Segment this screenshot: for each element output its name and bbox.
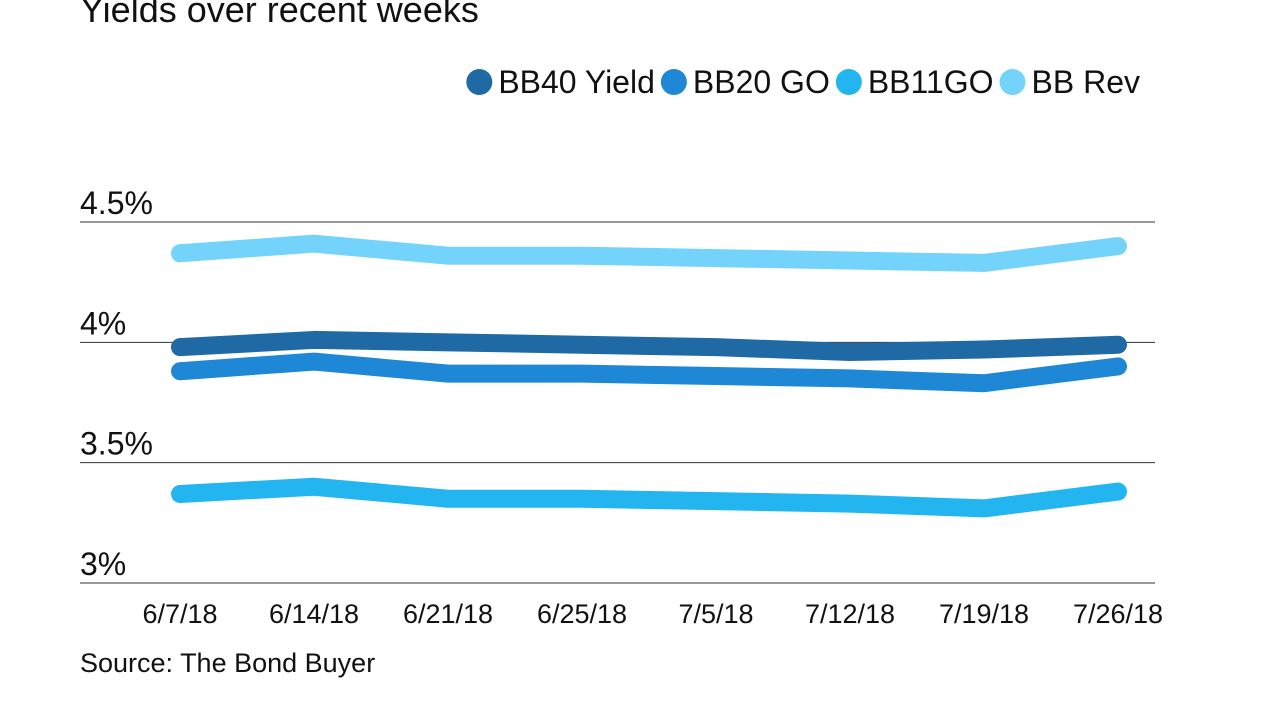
- legend-item: BB Rev: [999, 64, 1140, 100]
- source-note: Source: The Bond Buyer: [80, 648, 375, 678]
- series-line: [171, 352, 1127, 393]
- y-tick-label: 3.5%: [80, 426, 153, 462]
- x-tick-label: 6/7/18: [142, 599, 217, 629]
- x-tick-label: 6/25/18: [537, 599, 627, 629]
- legend-label: BB Rev: [1032, 64, 1140, 100]
- x-tick-label: 7/12/18: [805, 599, 895, 629]
- x-tick-label: 6/14/18: [269, 599, 359, 629]
- x-tick-label: 6/21/18: [403, 599, 493, 629]
- series-line: [171, 330, 1127, 361]
- legend-swatch: [999, 69, 1026, 95]
- chart-title: Yields over recent weeks: [80, 0, 479, 30]
- x-tick-label: 7/26/18: [1073, 599, 1163, 629]
- y-tick-label: 4%: [80, 305, 126, 341]
- series-line: [171, 477, 1127, 518]
- legend-item: BB11GO: [835, 64, 994, 100]
- y-tick-label: 3%: [80, 546, 126, 582]
- legend-label: BB40 Yield: [498, 64, 655, 100]
- legend-swatch: [835, 69, 862, 95]
- x-tick-label: 7/19/18: [939, 599, 1029, 629]
- legend-label: BB11GO: [868, 64, 994, 100]
- legend-swatch: [466, 69, 493, 95]
- legend-swatch: [660, 69, 687, 95]
- series-line: [171, 234, 1127, 272]
- x-tick-label: 7/5/18: [678, 599, 753, 629]
- legend-item: BB40 Yield: [466, 64, 655, 100]
- y-tick-label: 4.5%: [80, 185, 153, 221]
- legend-item: BB20 GO: [660, 64, 830, 100]
- legend-label: BB20 GO: [693, 64, 830, 100]
